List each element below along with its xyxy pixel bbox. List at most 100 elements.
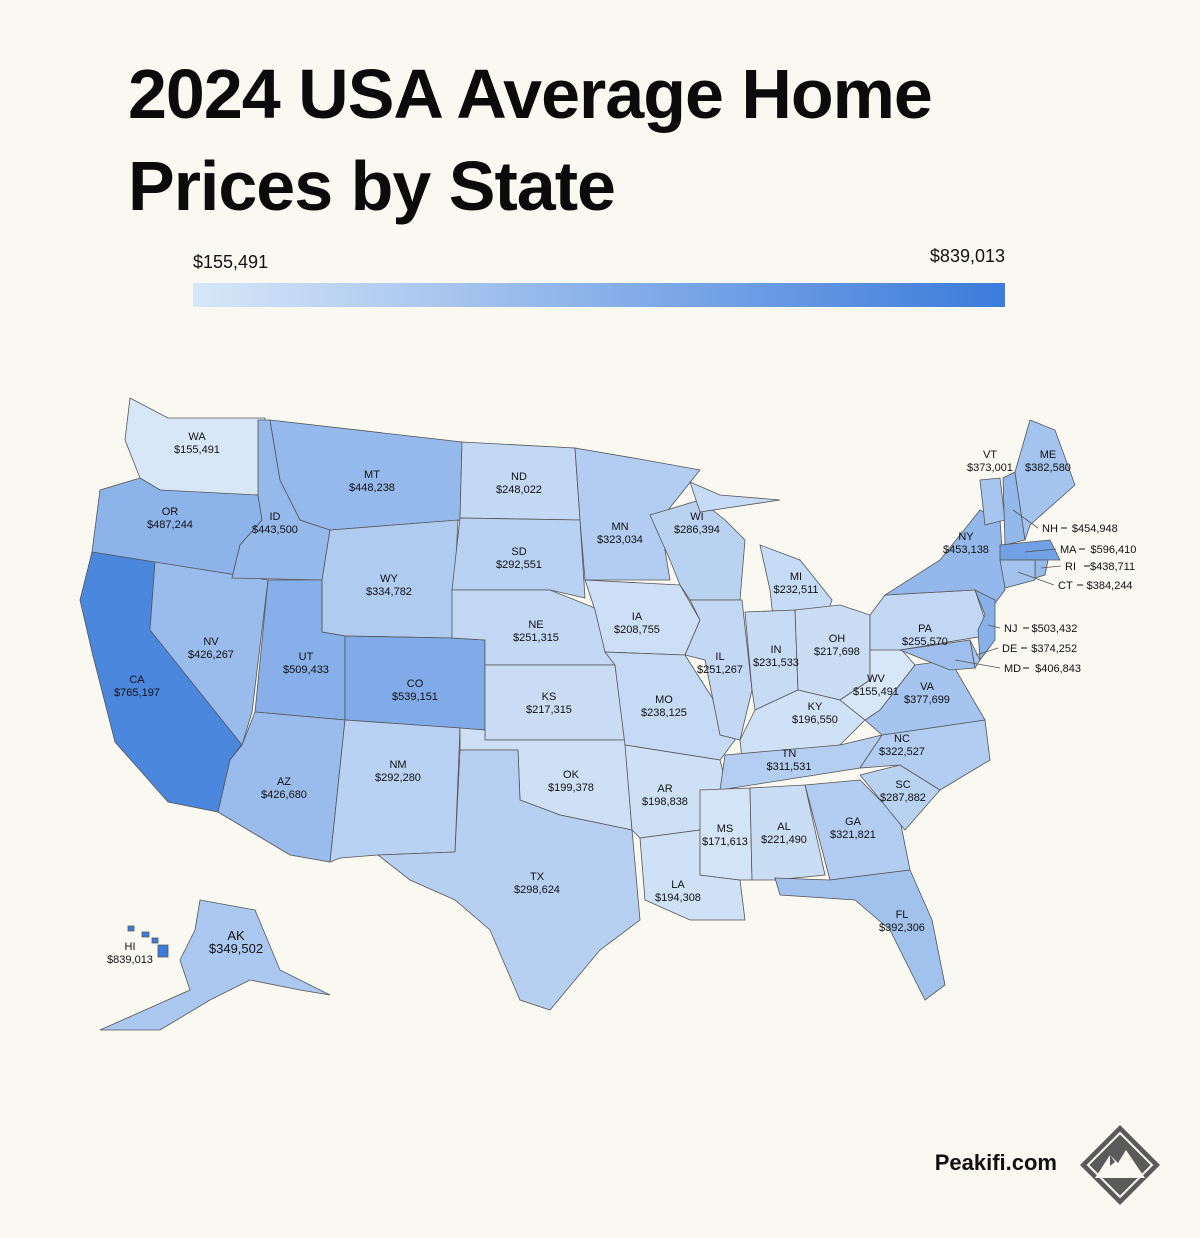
state (141, 931, 150, 938)
state-value: $596,410 (1091, 544, 1137, 556)
state-value: $392,306 (879, 922, 925, 934)
state-value: $406,843 (1035, 663, 1081, 675)
state-abbr: NH (1042, 523, 1058, 535)
state-abbr: RI (1065, 561, 1076, 573)
state-abbr: MA (1060, 544, 1077, 556)
state-value: $454,948 (1072, 523, 1118, 535)
state-label: DE $374,252 (1002, 643, 1077, 655)
state-value: $438,711 (1090, 561, 1135, 573)
state-abbr: MO (655, 694, 673, 706)
state-abbr: ND (511, 471, 527, 483)
state-abbr: VT (983, 449, 997, 461)
state-abbr: NC (894, 733, 910, 745)
state-value: $221,490 (761, 834, 807, 846)
state (604, 651, 736, 761)
state-value: $323,034 (597, 534, 643, 546)
state-abbr: WA (188, 431, 206, 443)
state-abbr: MI (790, 571, 802, 583)
state-value: $194,308 (655, 892, 701, 904)
state-label: MD $406,843 (1004, 663, 1081, 675)
state-value: $292,280 (375, 772, 421, 784)
state-abbr: NE (528, 619, 543, 631)
state-abbr: AR (657, 783, 672, 795)
state-abbr: CO (407, 678, 424, 690)
state-abbr: WV (867, 673, 885, 685)
state (127, 925, 135, 932)
state-value: $487,244 (147, 519, 193, 531)
state-abbr: AZ (277, 776, 291, 788)
state-abbr: OH (829, 633, 846, 645)
state (99, 899, 331, 1031)
state-value: $251,315 (513, 632, 559, 644)
callout-line (1017, 571, 1055, 586)
state-value: $208,755 (614, 624, 660, 636)
state-abbr: VA (920, 681, 935, 693)
state-value: $232,511 (773, 584, 818, 596)
state-abbr: MS (717, 823, 734, 835)
state-abbr: IN (771, 644, 782, 656)
state-value: $255,570 (902, 636, 948, 648)
state-value: $251,267 (697, 664, 743, 676)
state-abbr: SC (895, 779, 910, 791)
state-abbr: KY (808, 701, 823, 713)
color-max-label: $839,013 (930, 246, 1005, 266)
callout-line (987, 624, 1001, 629)
state-value: $196,550 (792, 714, 838, 726)
state-abbr: ME (1040, 449, 1057, 461)
state-abbr: UT (299, 651, 314, 663)
state-value: $199,378 (548, 782, 594, 794)
state (839, 647, 916, 721)
state (999, 559, 1036, 589)
state-abbr: CA (129, 674, 145, 686)
state (376, 749, 641, 1011)
state-abbr: GA (845, 816, 862, 828)
state-value: $839,013 (107, 954, 153, 966)
state-value: $453,138 (943, 544, 989, 556)
logo (1080, 1125, 1160, 1205)
color-bar (193, 283, 1005, 307)
state-label: RI $438,711 (1065, 561, 1135, 573)
state-value: $292,551 (496, 559, 542, 571)
state-abbr: SD (511, 546, 526, 558)
state-abbr: PA (918, 623, 933, 635)
state-abbr: TX (530, 871, 545, 883)
state-abbr: CT (1058, 580, 1073, 592)
state-value: $539,151 (392, 691, 438, 703)
callout-line (1024, 548, 1057, 553)
state-abbr: LA (671, 879, 685, 891)
state-abbr: NJ (1004, 623, 1017, 635)
state (804, 779, 911, 881)
callout-line (1012, 509, 1039, 529)
state-value: $384,244 (1087, 580, 1133, 592)
state-value: $155,491 (853, 686, 899, 698)
state (1034, 559, 1049, 579)
state-value: $298,624 (514, 884, 560, 896)
callout-line (1040, 565, 1062, 569)
state-abbr: IL (715, 651, 724, 663)
state-value: $248,022 (496, 484, 542, 496)
state (999, 539, 1061, 561)
state-value: $286,394 (674, 524, 720, 536)
state-value: $374,252 (1031, 643, 1077, 655)
state-abbr: DE (1002, 643, 1017, 655)
title: 2024 USA Average Home Prices by State (128, 55, 933, 225)
state-value: $287,882 (880, 792, 926, 804)
state-abbr: FL (896, 909, 909, 921)
state-abbr: IA (632, 611, 643, 623)
state (451, 517, 586, 599)
state-abbr: NM (389, 759, 406, 771)
state-value: $426,267 (188, 649, 234, 661)
state (151, 937, 159, 944)
state-value: $373,001 (967, 462, 1013, 474)
state (1014, 419, 1076, 541)
state (684, 599, 753, 741)
state-abbr: NV (203, 636, 219, 648)
state (898, 639, 976, 671)
brand: Peakifi.com (935, 1150, 1057, 1175)
state-value: $377,699 (904, 694, 950, 706)
state-value: $509,433 (283, 664, 329, 676)
state (749, 784, 826, 881)
state-value: $171,613 (702, 836, 748, 848)
